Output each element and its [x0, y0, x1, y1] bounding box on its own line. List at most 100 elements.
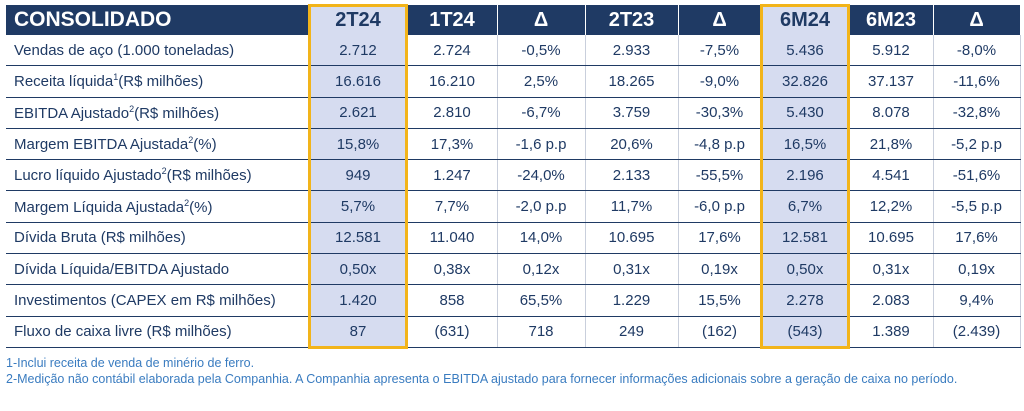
row-label: Dívida Bruta (R$ milhões) — [6, 222, 310, 255]
cell-6m23: 10.695 — [849, 222, 934, 255]
cell-6m24: 5.436 — [761, 35, 850, 67]
cell-delta-1: 2,5% — [497, 65, 586, 98]
cell-1t24: 17,3% — [407, 128, 498, 161]
row-label-text: Fluxo de caixa livre (R$ milhões) — [14, 323, 232, 341]
table-row: Lucro líquido Ajustado2(R$ milhões) 949 1.… — [6, 159, 1021, 192]
cell-delta-2: -30,3% — [678, 97, 762, 129]
cell-delta-3: (2.439) — [933, 316, 1021, 348]
cell-delta-1: 718 — [497, 316, 586, 348]
row-label-text: Margem EBITDA Ajustada — [14, 136, 189, 154]
header-delta-2: Δ — [678, 5, 762, 35]
cell-delta-3: -5,5 p.p — [933, 190, 1021, 223]
cell-2t24: 5,7% — [309, 190, 408, 223]
row-label: Dívida Líquida/EBITDA Ajustado — [6, 253, 310, 286]
header-delta-1: Δ — [497, 5, 586, 35]
cell-delta-3: -11,6% — [933, 65, 1021, 98]
cell-6m23: 0,31x — [849, 253, 934, 286]
header-delta-3: Δ — [933, 5, 1021, 35]
cell-6m23: 12,2% — [849, 190, 934, 223]
footnote-marker: 2 — [184, 197, 190, 208]
cell-2t23: 2.133 — [585, 159, 679, 192]
cell-delta-3: -51,6% — [933, 159, 1021, 192]
row-label-text: Dívida Bruta (R$ milhões) — [14, 229, 186, 247]
cell-delta-1: 14,0% — [497, 222, 586, 255]
cell-1t24: 7,7% — [407, 190, 498, 223]
row-label-text: Investimentos (CAPEX em R$ milhões) — [14, 292, 276, 310]
cell-delta-3: -32,8% — [933, 97, 1021, 129]
cell-6m23: 37.137 — [849, 65, 934, 98]
cell-1t24: 11.040 — [407, 222, 498, 255]
cell-2t24: 1.420 — [309, 284, 408, 317]
cell-delta-1: -2,0 p.p — [497, 190, 586, 223]
cell-6m23: 2.083 — [849, 284, 934, 317]
cell-6m24: (543) — [761, 316, 850, 348]
footnotes: 1-Inclui receita de venda de minério de … — [6, 355, 1016, 387]
cell-2t24: 949 — [309, 159, 408, 192]
cell-2t24: 2.621 — [309, 97, 408, 129]
table-row: EBITDA Ajustado2(R$ milhões) 2.621 2.810 -6… — [6, 97, 1021, 129]
row-label-unit: (R$ milhões) — [166, 167, 252, 185]
row-label: Margem Líquida Ajustada2(%) — [6, 190, 310, 223]
cell-2t24: 87 — [309, 316, 408, 348]
cell-2t23: 11,7% — [585, 190, 679, 223]
row-label-text: Dívida Líquida/EBITDA Ajustado — [14, 260, 230, 278]
cell-6m24: 32.826 — [761, 65, 850, 98]
cell-delta-1: -6,7% — [497, 97, 586, 129]
cell-1t24: 1.247 — [407, 159, 498, 192]
results-table-container: CONSOLIDADO 2T24 1T24 Δ 2T23 Δ 6M24 6M23… — [6, 5, 1021, 348]
cell-2t24: 0,50x — [309, 253, 408, 286]
table-row: Dívida Bruta (R$ milhões) 12.581 11.040 14,… — [6, 222, 1021, 255]
footnote-marker: 2 — [129, 103, 135, 114]
cell-delta-2: 0,19x — [678, 253, 762, 286]
cell-6m24: 2.278 — [761, 284, 850, 317]
cell-6m24: 6,7% — [761, 190, 850, 223]
cell-2t23: 10.695 — [585, 222, 679, 255]
row-label: EBITDA Ajustado2(R$ milhões) — [6, 97, 310, 129]
header-6m23: 6M23 — [849, 5, 934, 35]
footnote-1: 1-Inclui receita de venda de minério de … — [6, 356, 255, 370]
table-row: Dívida Líquida/EBITDA Ajustado 0,50x 0,38x… — [6, 253, 1021, 286]
cell-delta-2: -9,0% — [678, 65, 762, 98]
row-label: Vendas de aço (1.000 toneladas) — [6, 35, 310, 67]
cell-2t24: 12.581 — [309, 222, 408, 255]
cell-1t24: 0,38x — [407, 253, 498, 286]
footnote-2: 2-Medição não contábil elaborada pela Co… — [6, 372, 958, 386]
cell-1t24: 2.724 — [407, 35, 498, 67]
cell-6m24: 0,50x — [761, 253, 850, 286]
cell-delta-1: -1,6 p.p — [497, 128, 586, 161]
cell-1t24: 16.210 — [407, 65, 498, 98]
cell-delta-3: 0,19x — [933, 253, 1021, 286]
cell-2t24: 15,8% — [309, 128, 408, 161]
cell-6m23: 8.078 — [849, 97, 934, 129]
table-row: Receita líquida1(R$ milhões) 16.616 16.210… — [6, 65, 1021, 98]
cell-6m24: 2.196 — [761, 159, 850, 192]
header-2t23: 2T23 — [585, 5, 679, 35]
row-label: Fluxo de caixa livre (R$ milhões) — [6, 316, 310, 348]
cell-6m24: 5.430 — [761, 97, 850, 129]
row-label-text: Margem Líquida Ajustada — [14, 198, 185, 216]
row-label-text: Lucro líquido Ajustado — [14, 167, 162, 185]
consolidated-results-table: CONSOLIDADO 2T24 1T24 Δ 2T23 Δ 6M24 6M23… — [6, 5, 1021, 348]
cell-delta-2: -7,5% — [678, 35, 762, 67]
cell-2t23: 0,31x — [585, 253, 679, 286]
row-label: Lucro líquido Ajustado2(R$ milhões) — [6, 159, 310, 192]
cell-delta-2: -6,0 p.p — [678, 190, 762, 223]
cell-delta-3: 17,6% — [933, 222, 1021, 255]
table-row: Investimentos (CAPEX em R$ milhões) 1.420… — [6, 284, 1021, 317]
cell-delta-3: -5,2 p.p — [933, 128, 1021, 161]
table-row: Margem Líquida Ajustada2(%) 5,7% 7,7% -2,0 … — [6, 190, 1021, 223]
row-label-unit: (%) — [189, 198, 213, 216]
cell-2t23: 249 — [585, 316, 679, 348]
footnote-marker: 2 — [188, 135, 194, 146]
row-label: Investimentos (CAPEX em R$ milhões) — [6, 284, 310, 317]
table-row: Fluxo de caixa livre (R$ milhões) 87 (631)… — [6, 316, 1021, 348]
cell-delta-2: -55,5% — [678, 159, 762, 192]
table-header-row: CONSOLIDADO 2T24 1T24 Δ 2T23 Δ 6M24 6M23… — [6, 5, 1021, 35]
cell-2t23: 2.933 — [585, 35, 679, 67]
cell-delta-1: 65,5% — [497, 284, 586, 317]
header-consolidado: CONSOLIDADO — [6, 5, 310, 35]
cell-6m23: 4.541 — [849, 159, 934, 192]
table-row: Vendas de aço (1.000 toneladas) 2.712 2.72… — [6, 35, 1021, 67]
cell-2t23: 1.229 — [585, 284, 679, 317]
row-label-text: Vendas de aço (1.000 toneladas) — [14, 41, 235, 59]
